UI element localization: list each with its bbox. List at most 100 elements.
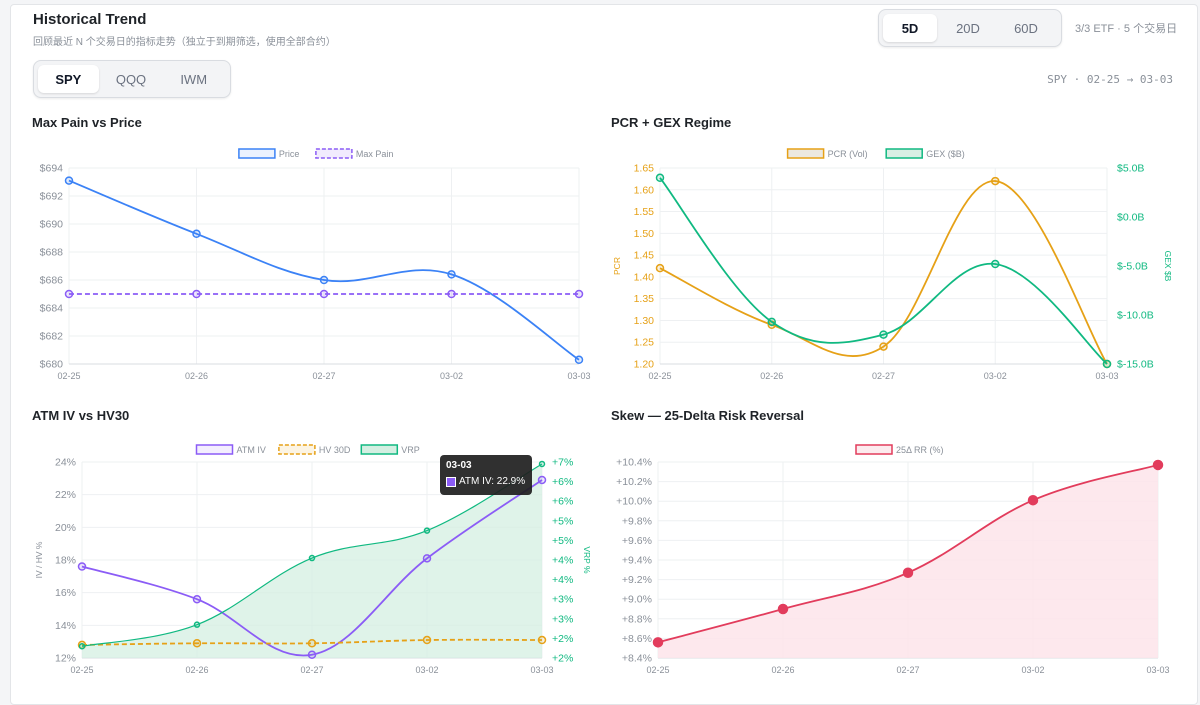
tooltip-title: 03-03 [446,460,472,471]
atmiv-data-point [307,650,317,659]
skew-data-point [652,637,664,648]
skew-y-tick-label: +9.2% [622,574,652,586]
atmiv-y-tick-label: 18% [55,555,76,567]
range-selector: 5D 20D 60D [878,9,1062,47]
skew-y-tick-label: +10.0% [616,496,652,508]
pcr-legend-swatch [786,148,825,159]
pcr-x-tick-label: 02-26 [760,371,783,381]
skew-y-tick-label: +8.6% [622,633,652,645]
atmiv-data-point [538,460,546,468]
etf-status-text: 3/3 ETF · 5 个交易日 [1075,23,1178,35]
atmiv-data-point [423,527,431,534]
skew-x-tick-label: 03-03 [1146,665,1169,675]
atmiv-legend-label: HV 30D [319,445,351,455]
maxpain-data-point [192,289,201,299]
maxpain-y-tick-label: $680 [40,359,64,371]
maxpain-x-tick-label: 03-03 [567,371,590,381]
tooltip-text: ATM IV: 22.9% [459,476,526,487]
maxpain-x-tick-label: 02-25 [57,371,80,381]
atmiv-y2-tick-label: +6% [552,496,573,508]
skew-y-tick-label: +9.4% [622,555,652,567]
maxpain-y-tick-label: $686 [40,275,64,287]
maxpain-data-point [64,176,74,185]
pcr-y-axis-title: PCR [612,257,622,275]
pcr-y2-tick-label: $-10.0B [1117,310,1154,322]
ticker-iwm-tab[interactable]: IWM [180,71,208,87]
atmiv-data-point [422,635,432,645]
pcr-x-tick-label: 02-25 [648,371,671,381]
maxpain-grid [68,167,580,365]
pcr-x-tick-label: 03-02 [984,371,1007,381]
atmiv-legend-label: ATM IV [237,445,266,455]
pcr-series-line [659,180,1108,365]
pcr-y-tick-label: 1.45 [634,250,655,262]
atmiv-x-tick-label: 03-02 [415,665,438,675]
pcr-legend: PCR (Vol) GEX ($B) [786,148,965,159]
skew-y-tick-label: +8.8% [622,613,652,625]
atmiv-y2-tick-label: +6% [552,476,573,488]
atmiv-y-tick-label: 24% [55,457,76,469]
maxpain-y-tick-label: $690 [40,219,64,231]
pcr-y-tick-label: 1.65 [634,163,655,175]
atmiv-y2-tick-label: +3% [552,594,573,606]
maxpain-x-tick-label: 02-27 [312,371,335,381]
range-20d-button[interactable]: 20D [956,20,980,36]
pcr-data-point [1102,359,1112,369]
pcr-y-tick-label: 1.55 [634,206,655,218]
maxpain-y-tick-label: $684 [40,303,64,315]
atmiv-data-point [77,562,87,571]
skew-legend: 25Δ RR (%) [855,444,944,455]
atmiv-x-tick-label: 02-26 [185,665,208,675]
atmiv-chart: 24% 22% 20% 18% 16% 14% 12% +7% +6% +6% +5% +5% +4% +… [34,444,592,675]
atmiv-data-point [192,639,202,648]
pcr-y-tick-label: 1.25 [634,337,655,349]
atmiv-data-point [308,554,316,562]
skew-data-point [777,603,789,615]
maxpain-data-point [574,355,584,365]
range-5d-button[interactable]: 5D [883,14,937,42]
ticker-spy-tab[interactable]: SPY [38,65,99,93]
skew-chart-title: Skew — 25-Delta Risk Reversal [611,408,804,423]
pcr-y-tick-label: 1.40 [634,271,655,283]
pcr-data-point [655,263,665,273]
atmiv-y2-tick-label: +4% [552,574,573,586]
maxpain-legend-swatch [315,148,353,159]
atmiv-data-point [537,475,547,485]
pcr-legend-label: PCR (Vol) [828,149,868,159]
atmiv-x-tick-label: 02-27 [300,665,323,675]
atmiv-y2-tick-label: +2% [552,633,573,645]
pcr-data-point [655,173,665,183]
range-60d-button[interactable]: 60D [1014,20,1038,36]
atmiv-data-point [193,621,201,628]
pcr-y2-tick-label: $-15.0B [1117,359,1154,371]
pcr-y-tick-label: 1.60 [634,184,655,196]
atmiv-legend: ATM IV HV 30D VRP [195,444,420,455]
pcr-y-tick-label: 1.35 [634,293,655,305]
skew-legend-label: 25Δ RR (%) [896,445,944,455]
atmiv-legend-swatch [195,444,234,455]
maxpain-data-point [192,229,201,239]
atmiv-data-point [422,554,432,563]
skew-y-tick-label: +10.4% [616,457,652,469]
maxpain-data-point [319,289,329,299]
skew-chart: +10.4% +10.2% +10.0% +9.8% +9.6% +9.4% +9.2% +9… [616,444,1170,675]
atmiv-y-tick-label: 22% [55,489,76,501]
atmiv-series-line [81,479,543,657]
atmiv-x-tick-label: 02-25 [70,665,93,675]
atmiv-y-tick-label: 20% [55,522,76,534]
pcr-legend-swatch [885,148,923,159]
ticker-qqq-tab[interactable]: QQQ [115,71,147,87]
atmiv-y2-tick-label: +7% [552,457,573,469]
atmiv-y2-tick-label: +5% [552,535,573,547]
maxpain-legend-label: Max Pain [356,149,394,159]
pcr-data-point [991,259,1000,269]
pcr-data-point [767,317,776,327]
atmiv-y2-axis-title: VRP % [582,546,592,574]
maxpain-data-point [574,289,584,299]
atmiv-series-line [81,638,543,646]
skew-y-tick-label: +10.2% [616,476,652,488]
atmiv-legend-swatch [278,444,316,455]
maxpain-x-tick-label: 03-02 [440,371,463,381]
maxpain-y-tick-label: $694 [40,163,64,175]
